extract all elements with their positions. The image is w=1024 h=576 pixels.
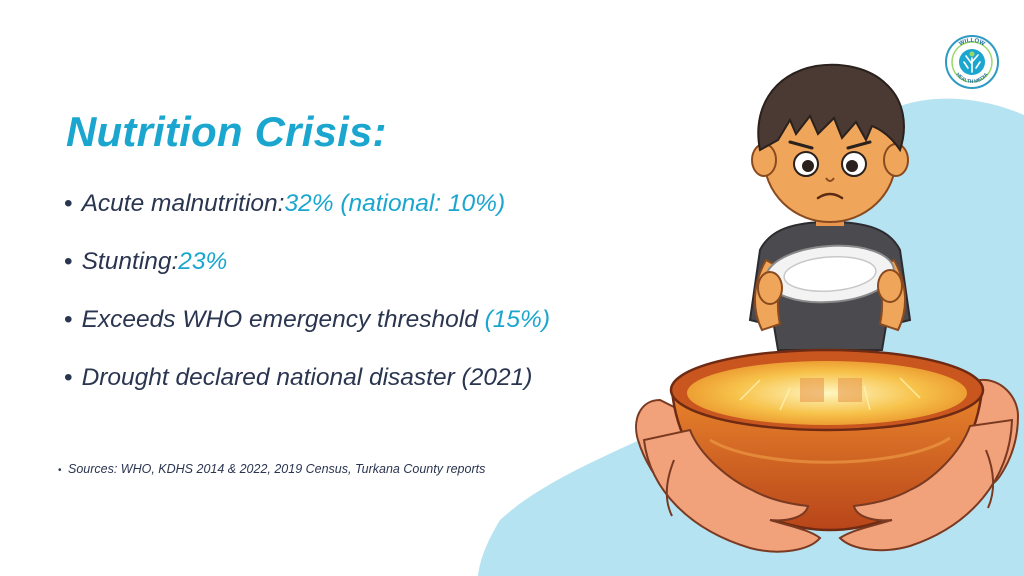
bullet-dot: • (64, 248, 73, 275)
bullet-dot: • (64, 364, 73, 391)
bullet-label: Drought declared national disaster (2021… (81, 364, 533, 391)
bullet-drought: • Drought declared national disaster (20… (64, 364, 550, 422)
bullet-who-threshold: • Exceeds WHO emergency threshold (15%) (64, 306, 550, 364)
bullet-label: Acute malnutrition: (81, 190, 285, 217)
sources-text: Sources: WHO, KDHS 2014 & 2022, 2019 Cen… (68, 462, 486, 476)
willow-health-media-logo: WILLOW HEALTH MEDIA (945, 35, 999, 89)
bullet-dot: • (64, 190, 73, 217)
bullet-list: • Acute malnutrition: 32% (national: 10%… (64, 190, 550, 422)
bullet-label: Exceeds WHO emergency threshold (81, 306, 485, 333)
bullet-highlight: (15%) (484, 306, 550, 333)
bullet-dot: • (64, 306, 73, 333)
slide-title: Nutrition Crisis: (66, 108, 387, 155)
svg-text:WILLOW: WILLOW (958, 38, 986, 48)
bullet-label: Stunting: (81, 248, 179, 275)
bullet-highlight: 32% (national: 10%) (284, 190, 506, 217)
bullet-acute-malnutrition: • Acute malnutrition: 32% (national: 10%… (64, 190, 550, 248)
bullet-highlight: 23% (178, 248, 228, 275)
hungry-child-illustration (635, 63, 1020, 553)
sources-note: • Sources: WHO, KDHS 2014 & 2022, 2019 C… (58, 462, 485, 476)
bullet-dot: • (58, 465, 62, 476)
bullet-stunting: • Stunting: 23% (64, 248, 550, 306)
